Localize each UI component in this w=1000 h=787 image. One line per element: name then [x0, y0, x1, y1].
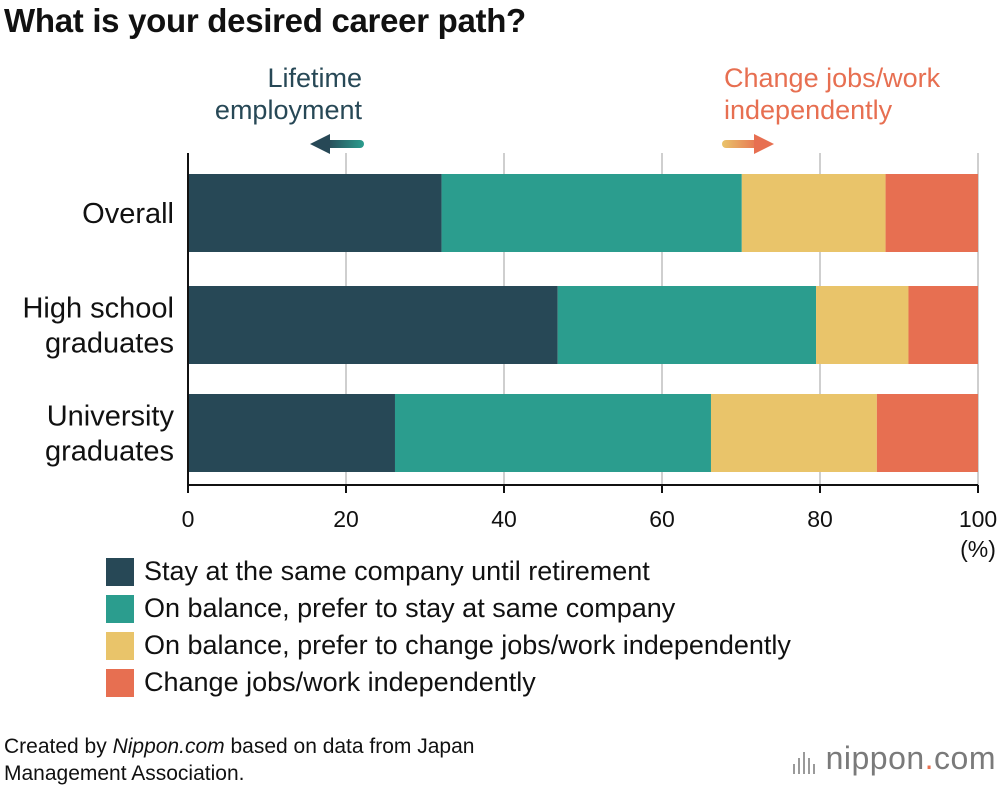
x-tick-label: 100 — [959, 506, 997, 532]
logo-text: nippon — [825, 740, 925, 776]
category-label: Overall — [82, 198, 174, 230]
bar-segment — [741, 174, 886, 252]
bar-segment — [188, 174, 442, 252]
legend-swatch — [106, 668, 134, 697]
legend-item-change: Change jobs/work independently — [106, 664, 791, 701]
category-label: University — [47, 401, 175, 433]
x-unit-label: (%) — [960, 536, 996, 562]
legend-item-prefer-change: On balance, prefer to change jobs/work i… — [106, 627, 791, 664]
footnote-line-2: Management Association. — [4, 762, 245, 785]
legend-swatch — [106, 594, 134, 623]
x-tick-label: 60 — [649, 506, 675, 532]
bar-segment — [710, 394, 877, 472]
right-arrow-icon — [722, 134, 774, 154]
bar-segment — [816, 286, 909, 364]
legend-swatch — [106, 631, 134, 660]
bar-segment — [394, 394, 711, 472]
bar-segment — [557, 286, 817, 364]
x-tick-label: 20 — [333, 506, 359, 532]
legend-label: On balance, prefer to change jobs/work i… — [144, 630, 791, 660]
annotation-left-line-1: Lifetime — [267, 63, 362, 93]
annotation-left-line-2: employment — [214, 95, 362, 125]
bar-segment — [885, 174, 978, 252]
logo-bars-icon — [792, 744, 818, 774]
source-footnote: Created by Nippon.com based on data from… — [4, 733, 474, 787]
footnote-suffix: based on data from Japan — [224, 735, 475, 758]
logo-suffix: com — [934, 740, 996, 776]
legend-label: Stay at the same company until retiremen… — [144, 556, 650, 586]
logo-dot: . — [924, 740, 935, 776]
bar-segment — [188, 394, 395, 472]
bar-segment — [188, 286, 558, 364]
x-tick-label: 0 — [182, 506, 195, 532]
nippon-logo: nippon. com — [792, 740, 996, 777]
x-tick-label: 80 — [807, 506, 833, 532]
chart-title: What is your desired career path? — [4, 2, 526, 39]
lifetime-employment-annotation: Lifetime employment — [215, 62, 362, 126]
legend-item-stay-retirement: Stay at the same company until retiremen… — [106, 553, 791, 590]
annotation-right-line-1: Change jobs/work — [724, 63, 941, 93]
category-label: graduates — [45, 436, 174, 468]
change-jobs-annotation: Change jobs/work independently — [724, 62, 940, 126]
category-label: High school — [22, 293, 174, 325]
legend-swatch — [106, 557, 134, 586]
annotation-right-line-2: independently — [724, 95, 893, 125]
bar-segment — [876, 394, 978, 472]
bar-segment — [908, 286, 978, 364]
footnote-line-1: Created by Nippon.com based on data from… — [4, 733, 474, 760]
legend-item-prefer-stay: On balance, prefer to stay at same compa… — [106, 590, 791, 627]
x-tick-label: 40 — [491, 506, 517, 532]
chart-legend: Stay at the same company until retiremen… — [106, 553, 791, 701]
left-arrow-icon — [310, 134, 364, 154]
footnote-source: Nippon.com — [112, 735, 225, 758]
bar-segment — [441, 174, 742, 252]
footnote-prefix: Created by — [4, 735, 113, 758]
category-label: graduates — [45, 328, 174, 360]
legend-label: On balance, prefer to stay at same compa… — [144, 593, 676, 623]
legend-label: Change jobs/work independently — [144, 667, 536, 697]
